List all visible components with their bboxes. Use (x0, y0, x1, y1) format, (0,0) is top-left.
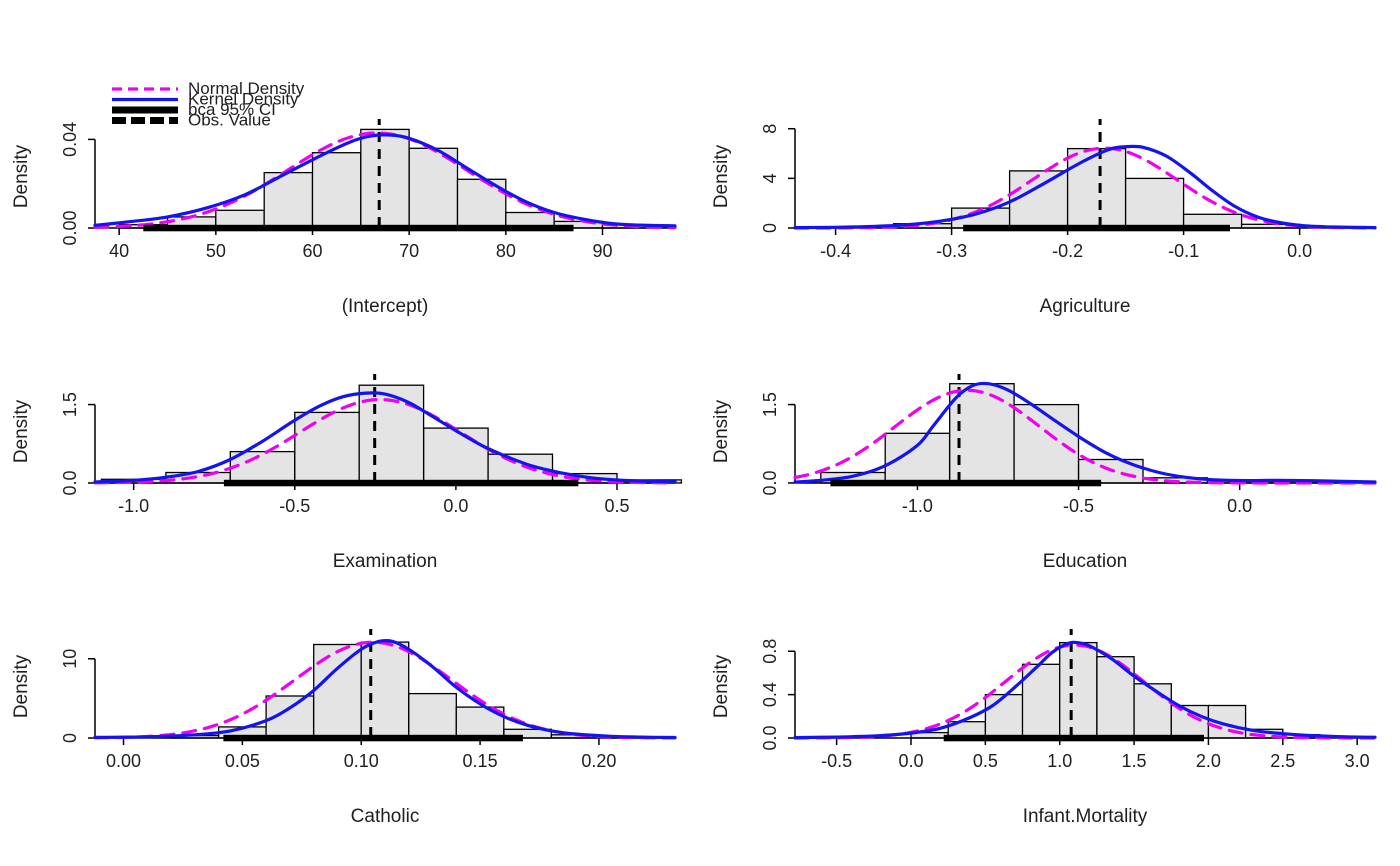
panel-catholic: 0.00 0.05 0.10 0.15 0.20 0 10 Catholic Density (11, 629, 677, 827)
kernel-density-curve (93, 391, 677, 484)
axis-text: -0.4 (820, 241, 851, 261)
histogram-bar (360, 128, 410, 229)
axis-text: 8 (760, 124, 780, 134)
axis-text: Density (11, 144, 32, 208)
histogram-bar (1008, 170, 1069, 229)
axis-text: 0.0 (760, 470, 780, 495)
histogram-bar (311, 152, 362, 229)
axis-text: -0.3 (936, 241, 967, 261)
axis-text: 0.4 (760, 682, 780, 707)
histogram-bar (1059, 641, 1098, 739)
histogram-bar (949, 383, 1015, 484)
axis-text: Density (11, 654, 32, 718)
ci-bar (143, 224, 574, 232)
axis-text: 0 (60, 733, 80, 743)
histogram-bar (165, 471, 231, 484)
axis-text: 80 (496, 241, 516, 261)
axis-text: -0.5 (279, 496, 310, 516)
axis-text: 70 (399, 241, 419, 261)
panel-agriculture: -0.4 -0.3 -0.2 -0.1 0.0 0 4 8 Agriculture Density (711, 119, 1377, 317)
axis-text: 0.5 (973, 751, 998, 771)
axis-text: 1.5 (760, 392, 780, 417)
axis-text: Density (11, 399, 32, 463)
histogram-bar (1066, 147, 1127, 229)
axis-text: 10 (60, 649, 80, 669)
axis-text: 0.0 (443, 496, 468, 516)
axis-text: 0.5 (604, 496, 629, 516)
ci-bar (830, 479, 1102, 487)
histogram-bar (984, 693, 1024, 739)
axis-text: Density (711, 144, 732, 208)
axis-text: (Intercept) (342, 296, 429, 317)
ci-bar (963, 224, 1230, 232)
axis-text: Normal Density (188, 79, 305, 98)
axis-text: Density (711, 399, 732, 463)
axis-text: Education (1043, 551, 1128, 572)
ci-bar (223, 479, 579, 487)
axis-text: 2.0 (1196, 751, 1221, 771)
axis-text: -1.0 (118, 496, 149, 516)
axis-text: 0.0 (60, 470, 80, 495)
axis-text: 50 (206, 241, 226, 261)
axis-text: 0.0 (1287, 241, 1312, 261)
axis-text: 0.0 (1227, 496, 1252, 516)
histogram-bar (360, 641, 410, 739)
axis-text: 40 (109, 241, 129, 261)
axis-text: 0.00 (60, 210, 80, 245)
ci-bar (943, 734, 1204, 742)
kernel-density-curve (793, 381, 1377, 484)
axis-text: -0.2 (1052, 241, 1083, 261)
normal-density-curve (93, 398, 677, 485)
axis-text: 2.5 (1270, 751, 1295, 771)
axis-text: 0.0 (760, 725, 780, 750)
axis-text: Kernel Density (188, 90, 299, 109)
histogram-bar (408, 692, 457, 739)
panel-infant.mortality: -0.5 0.0 0.5 1.0 1.5 2.0 2.5 3.0 0.0 0.4 0.8 Infant… (711, 629, 1377, 827)
histogram-bar (294, 411, 360, 484)
axis-text: 60 (302, 241, 322, 261)
histogram-bar (1124, 177, 1185, 229)
kernel-density-curve (93, 133, 677, 228)
axis-text: 0.20 (581, 751, 616, 771)
axis-text: 1.5 (60, 392, 80, 417)
axis-text: -0.5 (1063, 496, 1094, 516)
axis-text: 0.8 (760, 639, 780, 664)
axis-text: Catholic (351, 806, 420, 827)
axis-text: 0.15 (463, 751, 498, 771)
axis-text: 0.00 (106, 751, 141, 771)
axis-text: 3.0 (1345, 751, 1370, 771)
axis-text: 0 (760, 223, 780, 233)
ci-bar (223, 734, 523, 742)
axis-text: 0.04 (60, 122, 80, 157)
panel-education: -1.0 -0.5 0.0 0.0 1.5 Education Density (711, 374, 1377, 572)
axis-text: 0.0 (898, 751, 923, 771)
axis-text: Infant.Mortality (1023, 806, 1148, 827)
axis-text: bca 95% CI (188, 100, 276, 119)
axis-text: 0.05 (225, 751, 260, 771)
axis-text: 1.5 (1122, 751, 1147, 771)
axis-text: -1.0 (902, 496, 933, 516)
histogram-bar (884, 432, 951, 484)
axis-text: Examination (333, 551, 438, 572)
histogram-bar (423, 427, 489, 484)
normal-density-curve (793, 388, 1377, 485)
axis-text: Obs. Value (188, 111, 271, 130)
axis-text: -0.1 (1168, 241, 1199, 261)
kernel-density-curve (793, 144, 1377, 230)
axis-text: -0.5 (821, 751, 852, 771)
axis-text: 0.10 (344, 751, 379, 771)
kernel-density-curve (793, 640, 1377, 740)
panel-intercept: 40 50 60 70 80 90 0.00 0.04 (Intercept) Density No… (11, 79, 677, 317)
axis-text: 1.0 (1047, 751, 1072, 771)
axis-text: Density (711, 654, 732, 718)
axis-text: 4 (760, 173, 780, 183)
histogram-bar (1133, 683, 1172, 739)
panel-examination: -1.0 -0.5 0.0 0.5 0.0 1.5 Examination Density (11, 374, 683, 572)
axis-text: 90 (592, 241, 612, 261)
histogram-bar (313, 643, 362, 739)
axis-text: Agriculture (1040, 296, 1131, 317)
kernel-density-curve (93, 638, 677, 740)
